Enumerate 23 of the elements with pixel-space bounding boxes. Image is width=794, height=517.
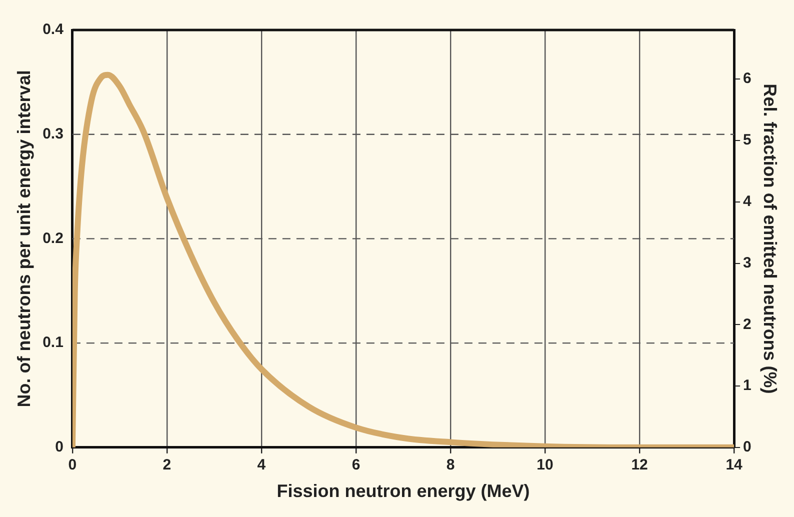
- x-tick-label: 2: [162, 456, 172, 474]
- y-tick-label: 0.1: [42, 334, 64, 352]
- x-tick-label: 8: [446, 456, 455, 474]
- y-tick-label: 0.3: [42, 125, 64, 142]
- y2-tick-label: 0: [743, 438, 752, 456]
- x-tick-label: 12: [631, 456, 648, 474]
- y2-tick-label: 5: [743, 132, 752, 149]
- x-tick-label: 4: [257, 456, 266, 474]
- y2-tick-label: 2: [743, 316, 752, 333]
- y-axis-title: No. of neutrons per unit energy interval: [14, 70, 34, 408]
- y2-tick-label: 6: [743, 70, 752, 88]
- x-tick-label: 6: [352, 456, 360, 474]
- y2-tick-label: 4: [743, 193, 752, 210]
- y2-tick-label: 3: [743, 254, 752, 272]
- y2-axis-title: Rel. fraction of emitted neutrons (%): [760, 84, 780, 394]
- x-tick-label: 0: [68, 456, 77, 474]
- y-tick-label: 0.4: [42, 21, 64, 38]
- x-tick-label: 14: [726, 456, 744, 474]
- y2-tick-label: 1: [743, 377, 752, 394]
- y-tick-label: 0: [55, 438, 64, 456]
- x-axis-title: Fission neutron energy (MeV): [276, 481, 530, 502]
- y-tick-label: 0.2: [42, 230, 64, 247]
- x-tick-label: 10: [536, 456, 554, 474]
